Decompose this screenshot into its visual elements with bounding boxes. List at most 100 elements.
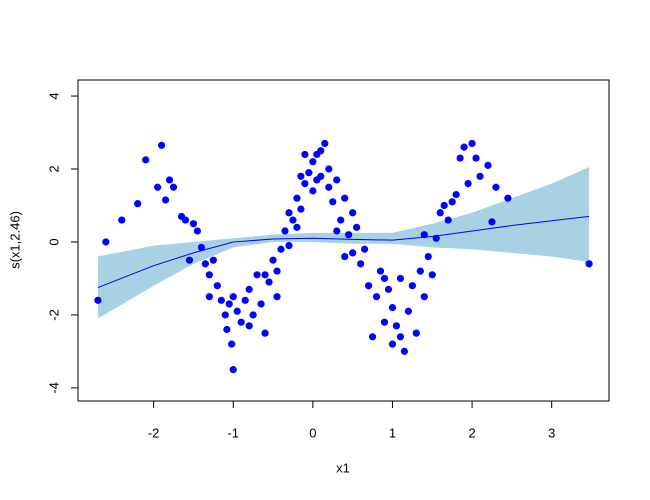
point <box>368 333 377 341</box>
point <box>325 165 333 173</box>
point <box>313 150 321 159</box>
point <box>424 252 432 261</box>
confidence-band <box>97 167 590 319</box>
point <box>297 172 305 180</box>
point <box>233 307 241 315</box>
point <box>189 220 198 228</box>
point <box>337 216 345 224</box>
point <box>277 245 285 253</box>
y-tick-label: -4 <box>46 382 61 394</box>
point <box>249 311 257 319</box>
point <box>388 340 397 348</box>
point <box>404 307 412 315</box>
point <box>193 227 202 235</box>
point <box>341 252 349 261</box>
point <box>289 216 297 224</box>
point <box>301 150 309 159</box>
point <box>380 318 389 326</box>
x-tick-label: 2 <box>468 425 475 440</box>
y-tick-label: 0 <box>46 238 61 245</box>
point <box>452 190 460 199</box>
point <box>488 218 496 226</box>
point <box>420 231 428 239</box>
point <box>257 300 265 308</box>
x-tick-label: 1 <box>389 425 396 440</box>
point <box>273 293 281 301</box>
point <box>154 183 162 191</box>
point <box>301 179 309 188</box>
point <box>309 187 317 195</box>
point <box>396 333 405 341</box>
point <box>432 234 440 242</box>
point <box>161 196 170 204</box>
point <box>436 209 444 217</box>
point <box>329 198 337 206</box>
point <box>396 274 405 283</box>
point <box>468 139 476 148</box>
point <box>341 194 349 202</box>
point <box>317 172 325 180</box>
point <box>412 329 420 337</box>
point <box>400 347 409 355</box>
point <box>388 304 397 312</box>
y-tick-label: 2 <box>46 165 61 172</box>
point <box>142 156 150 164</box>
point <box>428 271 436 279</box>
point <box>221 311 229 319</box>
point <box>585 260 593 268</box>
point <box>228 340 236 348</box>
point <box>261 271 269 279</box>
x-axis-label: x1 <box>336 460 350 475</box>
point <box>309 158 317 166</box>
point <box>229 293 237 301</box>
point <box>265 278 273 286</box>
point <box>261 329 269 337</box>
point <box>448 198 456 206</box>
point <box>464 179 472 188</box>
point <box>94 296 102 304</box>
point <box>372 293 381 301</box>
point <box>205 293 213 301</box>
point <box>349 209 357 217</box>
point <box>237 318 245 326</box>
point <box>241 296 249 304</box>
x-tick-label: -1 <box>227 425 239 440</box>
point <box>420 293 428 301</box>
point <box>281 227 289 235</box>
point <box>460 143 468 151</box>
point <box>392 322 401 330</box>
point <box>285 242 293 250</box>
point <box>492 183 500 191</box>
point <box>185 256 194 264</box>
point <box>285 209 293 217</box>
point <box>357 260 365 268</box>
point <box>223 325 231 334</box>
point <box>345 231 353 239</box>
point <box>484 161 492 169</box>
point <box>321 139 329 148</box>
point <box>305 169 313 177</box>
point <box>201 260 209 268</box>
point <box>353 223 361 231</box>
point <box>197 243 205 252</box>
point <box>253 271 261 279</box>
point <box>504 194 512 202</box>
point <box>456 154 464 162</box>
point <box>333 176 341 184</box>
point <box>360 245 369 253</box>
point <box>225 300 233 308</box>
point <box>209 256 217 264</box>
point <box>217 296 225 304</box>
point <box>181 216 190 224</box>
point <box>102 238 110 246</box>
x-tick-label: -2 <box>148 425 160 440</box>
y-tick-label: 4 <box>46 92 61 99</box>
point <box>333 227 341 235</box>
y-tick-label: -2 <box>46 309 61 321</box>
point <box>293 223 301 231</box>
point <box>134 200 142 208</box>
point <box>349 249 357 257</box>
point <box>440 201 448 210</box>
point <box>229 366 237 374</box>
